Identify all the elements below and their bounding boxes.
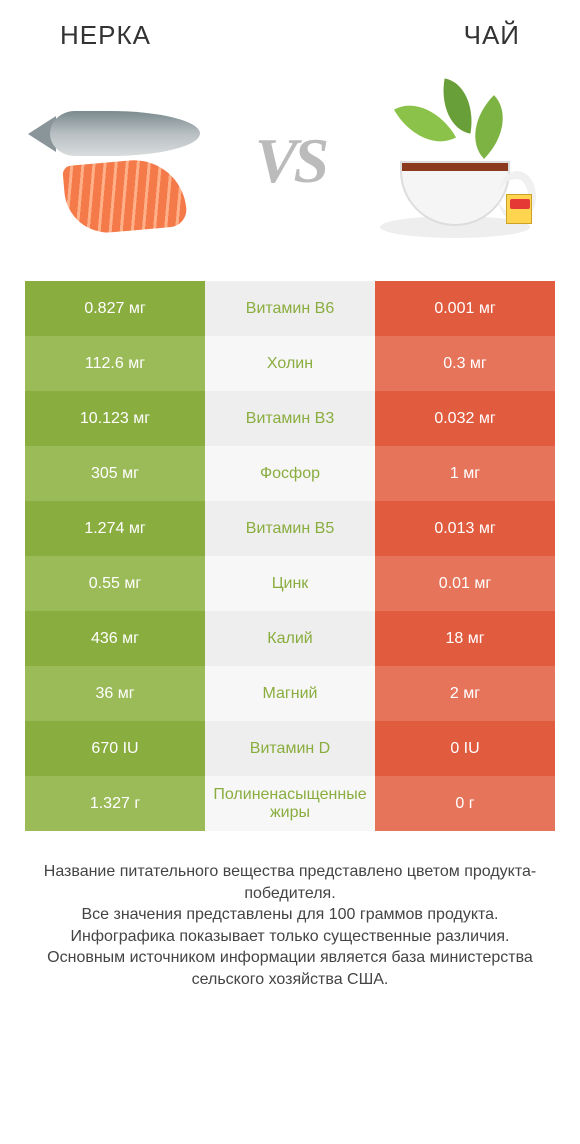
right-product-title: ЧАЙ — [464, 20, 520, 51]
table-row: 1.327 гПолиненасыщенные жиры0 г — [25, 776, 555, 831]
table-row: 670 IUВитамин D0 IU — [25, 721, 555, 776]
nutrient-label-cell: Калий — [205, 611, 375, 666]
left-product-title: НЕРКА — [60, 20, 151, 51]
nutrient-label-cell: Полиненасыщенные жиры — [205, 776, 375, 831]
left-value-cell: 0.55 мг — [25, 556, 205, 611]
left-value-cell: 112.6 мг — [25, 336, 205, 391]
left-value-cell: 436 мг — [25, 611, 205, 666]
left-product-image — [30, 76, 220, 246]
left-value-cell: 670 IU — [25, 721, 205, 776]
table-row: 1.274 мгВитамин B50.013 мг — [25, 501, 555, 556]
header: НЕРКА ЧАЙ — [0, 0, 580, 61]
nutrient-label-cell: Витамин B3 — [205, 391, 375, 446]
vs-label: VS — [255, 124, 325, 198]
right-value-cell: 0 г — [375, 776, 555, 831]
left-value-cell: 1.274 мг — [25, 501, 205, 556]
right-value-cell: 1 мг — [375, 446, 555, 501]
footer-line: Название питательного вещества представл… — [30, 861, 550, 904]
nutrient-label-cell: Фосфор — [205, 446, 375, 501]
left-value-cell: 1.327 г — [25, 776, 205, 831]
table-row: 10.123 мгВитамин B30.032 мг — [25, 391, 555, 446]
table-row: 0.55 мгЦинк0.01 мг — [25, 556, 555, 611]
footer-line: Все значения представлены для 100 граммо… — [30, 904, 550, 926]
table-row: 36 мгМагний2 мг — [25, 666, 555, 721]
footer-line: Инфографика показывает только существенн… — [30, 926, 550, 948]
teabag-shape — [506, 194, 532, 224]
right-product-image — [360, 76, 550, 246]
right-value-cell: 0 IU — [375, 721, 555, 776]
left-value-cell: 305 мг — [25, 446, 205, 501]
nutrient-label-cell: Витамин D — [205, 721, 375, 776]
left-value-cell: 36 мг — [25, 666, 205, 721]
fish-body-shape — [50, 111, 200, 156]
right-value-cell: 0.3 мг — [375, 336, 555, 391]
nutrient-label-cell: Витамин B6 — [205, 281, 375, 336]
salmon-slice-shape — [62, 156, 188, 236]
right-value-cell: 0.001 мг — [375, 281, 555, 336]
left-value-cell: 0.827 мг — [25, 281, 205, 336]
right-value-cell: 2 мг — [375, 666, 555, 721]
table-row: 305 мгФосфор1 мг — [25, 446, 555, 501]
right-value-cell: 0.032 мг — [375, 391, 555, 446]
right-value-cell: 18 мг — [375, 611, 555, 666]
right-value-cell: 0.01 мг — [375, 556, 555, 611]
footer-notes: Название питательного вещества представл… — [30, 861, 550, 991]
images-row: VS — [0, 61, 580, 281]
nutrient-label-cell: Цинк — [205, 556, 375, 611]
tea-leaves — [395, 76, 515, 166]
table-row: 436 мгКалий18 мг — [25, 611, 555, 666]
footer-line: Основным источником информации является … — [30, 947, 550, 990]
table-row: 112.6 мгХолин0.3 мг — [25, 336, 555, 391]
right-value-cell: 0.013 мг — [375, 501, 555, 556]
table-row: 0.827 мгВитамин B60.001 мг — [25, 281, 555, 336]
nutrient-label-cell: Холин — [205, 336, 375, 391]
cup-shape — [400, 161, 510, 226]
nutrient-label-cell: Витамин B5 — [205, 501, 375, 556]
left-value-cell: 10.123 мг — [25, 391, 205, 446]
nutrient-table: 0.827 мгВитамин B60.001 мг112.6 мгХолин0… — [25, 281, 555, 831]
nutrient-label-cell: Магний — [205, 666, 375, 721]
